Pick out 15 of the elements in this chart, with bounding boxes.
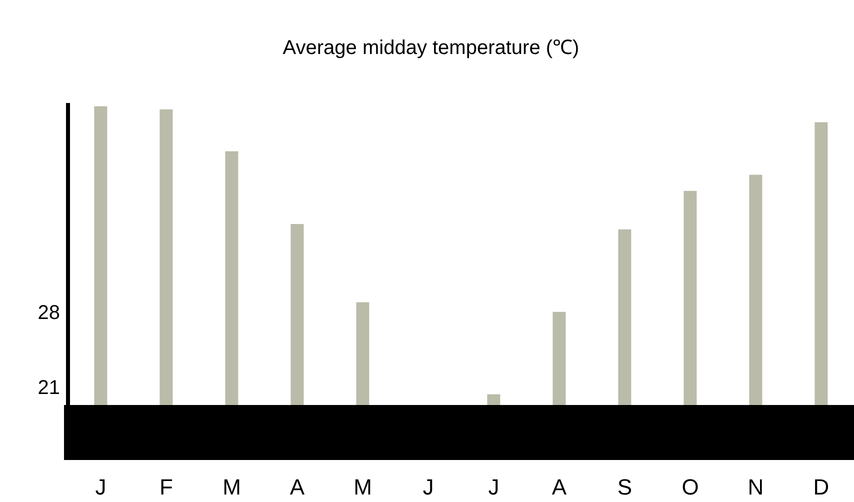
x-tick-label: S: [617, 474, 632, 500]
x-tick-label: J: [422, 474, 434, 500]
x-tick-label: M: [222, 474, 241, 500]
x-tick-label: J: [488, 474, 500, 500]
x-tick-label: N: [748, 474, 764, 500]
x-tick-label: J: [95, 474, 106, 500]
chart-title: Average midday temperature (℃): [282, 36, 580, 61]
x-tick-label: D: [813, 474, 830, 500]
x-tick-label: M: [354, 474, 372, 500]
x-tick-label: F: [160, 474, 173, 500]
x-tick-label: A: [290, 474, 305, 500]
y-tick-label: 28: [38, 302, 60, 324]
x-tick-label: A: [552, 474, 567, 500]
x-tick-label: O: [682, 474, 699, 500]
y-tick-label: 21: [38, 376, 60, 399]
